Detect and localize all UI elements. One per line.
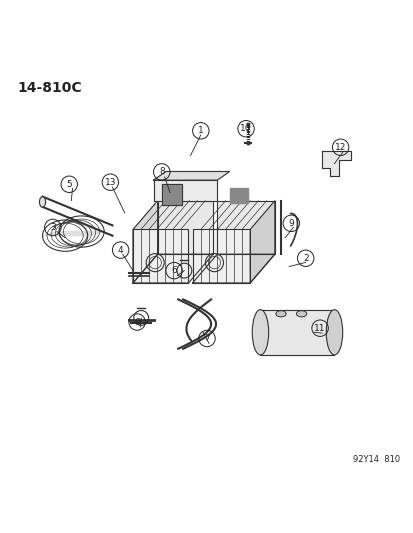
Text: 5: 5 — [66, 180, 72, 189]
Text: 6: 6 — [134, 318, 140, 327]
Text: 8: 8 — [159, 167, 164, 176]
Ellipse shape — [325, 310, 342, 355]
Text: 13: 13 — [104, 177, 116, 187]
Polygon shape — [43, 231, 104, 236]
Text: 11: 11 — [313, 324, 325, 333]
Polygon shape — [153, 180, 217, 201]
Text: 6: 6 — [171, 266, 176, 275]
Polygon shape — [321, 151, 350, 176]
Text: 7: 7 — [204, 334, 209, 343]
Polygon shape — [260, 310, 334, 355]
Polygon shape — [249, 201, 274, 283]
Polygon shape — [192, 230, 249, 283]
Polygon shape — [133, 201, 157, 283]
Polygon shape — [217, 201, 274, 254]
Text: 2: 2 — [302, 254, 308, 263]
Text: 10: 10 — [240, 124, 251, 133]
Bar — [229, 188, 247, 203]
Text: 9: 9 — [288, 219, 294, 228]
Ellipse shape — [275, 311, 285, 317]
Polygon shape — [133, 254, 213, 283]
Polygon shape — [133, 230, 188, 283]
Bar — [161, 184, 182, 205]
Text: 92Y14  810: 92Y14 810 — [352, 455, 399, 464]
Text: 12: 12 — [334, 143, 346, 152]
Ellipse shape — [39, 197, 45, 207]
Polygon shape — [157, 201, 213, 254]
Text: 3: 3 — [50, 223, 55, 232]
Polygon shape — [153, 172, 229, 180]
Text: 4: 4 — [118, 246, 123, 255]
Ellipse shape — [252, 310, 268, 355]
Text: 1: 1 — [197, 126, 203, 135]
Polygon shape — [192, 254, 274, 283]
Text: 14-810C: 14-810C — [18, 82, 82, 95]
Ellipse shape — [296, 311, 306, 317]
